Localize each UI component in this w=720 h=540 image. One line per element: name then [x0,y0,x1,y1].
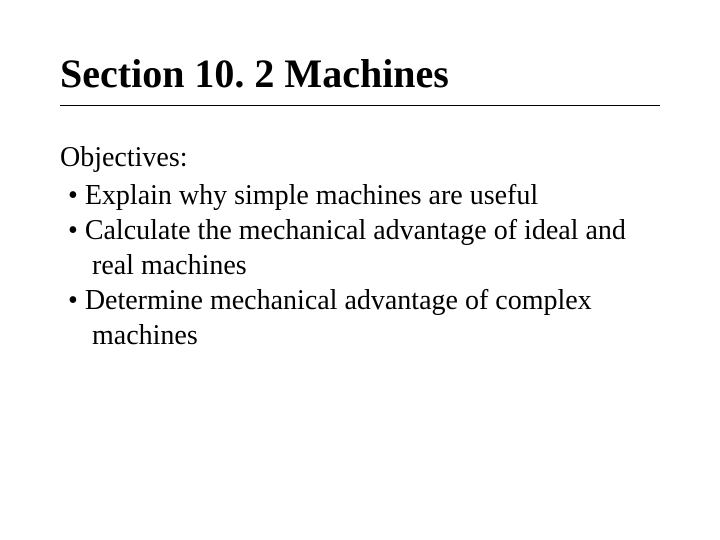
slide-title: Section 10. 2 Machines [60,50,660,97]
title-underline [60,105,660,106]
objectives-list: Explain why simple machines are useful C… [60,178,660,353]
list-item: Determine mechanical advantage of comple… [68,283,660,353]
list-item: Calculate the mechanical advantage of id… [68,213,660,283]
objectives-heading: Objectives: [60,142,660,174]
list-item: Explain why simple machines are useful [68,178,660,213]
